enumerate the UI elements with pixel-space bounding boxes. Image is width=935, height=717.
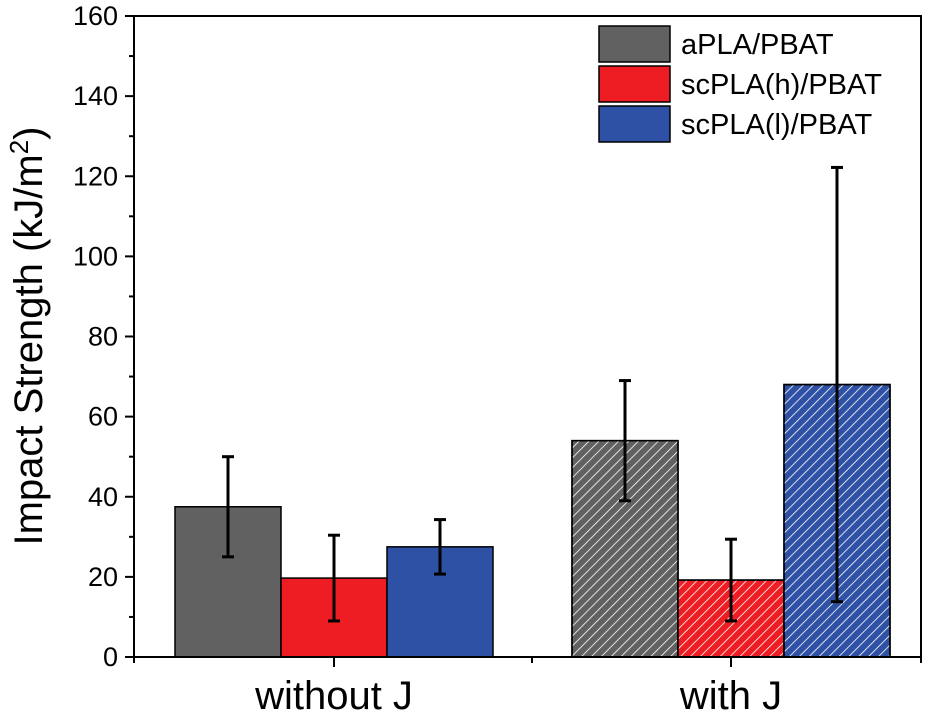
x-tick-label-0: without J: [254, 674, 413, 717]
y-tick-label-3: 60: [88, 402, 118, 432]
y-axis-title: Impact Strength (kJ/m2): [4, 126, 51, 545]
legend-swatch-2: [598, 105, 671, 143]
y-tick-label-1: 20: [88, 562, 118, 592]
y-axis-title-suffix: ): [7, 126, 51, 139]
y-tick-label-5: 100: [73, 241, 118, 271]
y-axis-title-main: Impact Strength (kJ/m: [7, 154, 51, 545]
legend-swatch-0: [598, 25, 671, 63]
y-tick-label-0: 0: [103, 642, 118, 672]
legend-swatch-1: [598, 65, 671, 103]
x-tick-label-1: with J: [679, 674, 782, 717]
legend-label-1: scPLA(h)/PBAT: [681, 69, 882, 101]
y-tick-label-6: 120: [73, 161, 118, 191]
plot-area: 0 20 40 60 80 100 120 140 160 without J with J aPLA…: [73, 1, 922, 717]
y-tick-label-8: 160: [73, 1, 118, 31]
y-tick-label-4: 80: [88, 322, 118, 352]
legend-label-2: scPLA(l)/PBAT: [681, 109, 873, 141]
y-axis-title-superscript: 2: [4, 140, 34, 154]
y-tick-label-2: 40: [88, 482, 118, 512]
y-tick-label-7: 140: [73, 81, 118, 111]
legend-label-0: aPLA/PBAT: [681, 29, 834, 61]
